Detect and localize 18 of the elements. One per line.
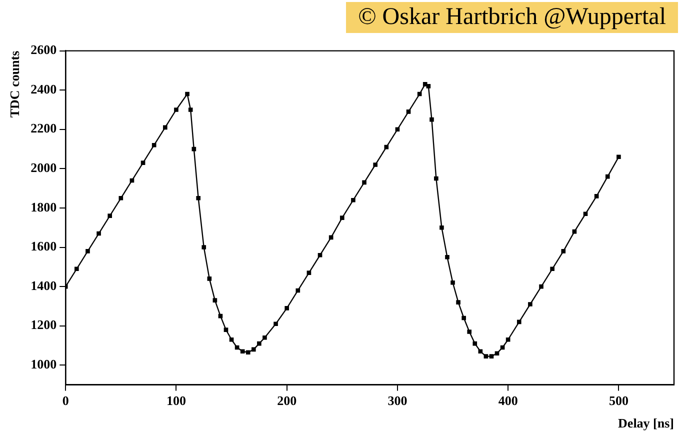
y-tick-label: 1400 [30, 278, 57, 293]
x-tick-label: 100 [166, 392, 186, 408]
y-tick-label: 1800 [30, 199, 57, 214]
y-tick-label: 2000 [30, 160, 57, 176]
x-tick-label: 0 [62, 392, 69, 408]
y-axis-title: TDC counts [7, 50, 22, 118]
x-axis-title: Delay [ns] [618, 416, 674, 431]
y-tick-label: 2400 [30, 81, 57, 96]
y-tick-label: 1600 [30, 238, 57, 254]
text: © Oskar Hartbrich @Wuppertal [346, 2, 678, 33]
x-tick-label: 400 [498, 392, 518, 408]
y-tick-label: 1000 [30, 356, 57, 372]
x-tick-label: 200 [277, 392, 297, 408]
x-tick-label: 300 [388, 392, 408, 408]
x-tick-label: 500 [608, 392, 628, 408]
y-tick-label: 1200 [30, 317, 57, 332]
y-tick-label: 2600 [30, 42, 57, 58]
y-tick-label: 2200 [30, 120, 57, 136]
